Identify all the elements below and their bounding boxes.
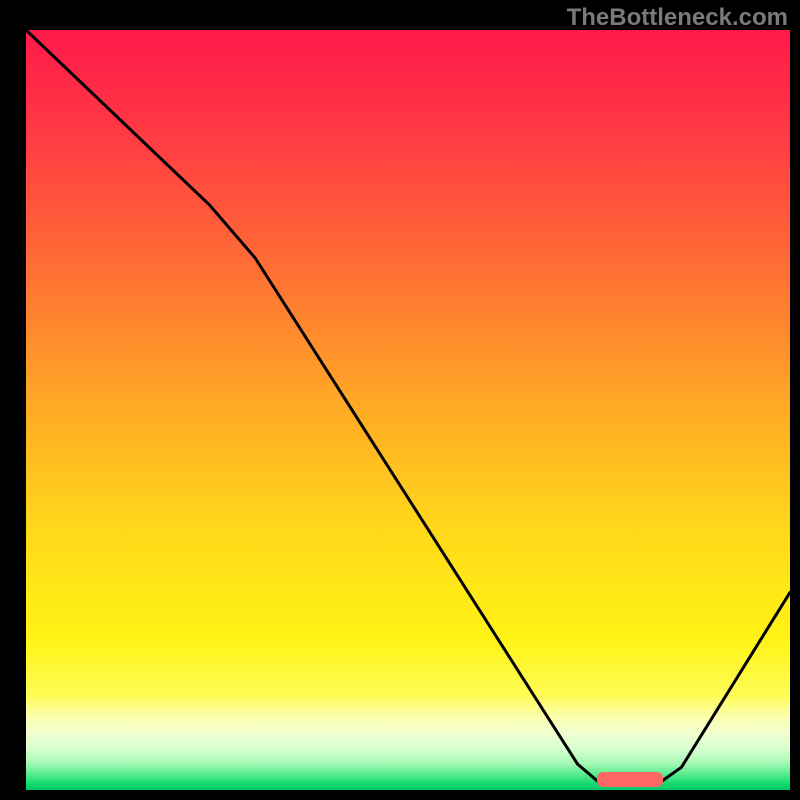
curve-layer [26, 30, 790, 790]
chart-container: TheBottleneck.com [0, 0, 800, 800]
plot-area [26, 30, 790, 790]
bottleneck-curve [26, 30, 790, 782]
watermark-text: TheBottleneck.com [567, 4, 788, 32]
optimum-marker [597, 772, 663, 787]
